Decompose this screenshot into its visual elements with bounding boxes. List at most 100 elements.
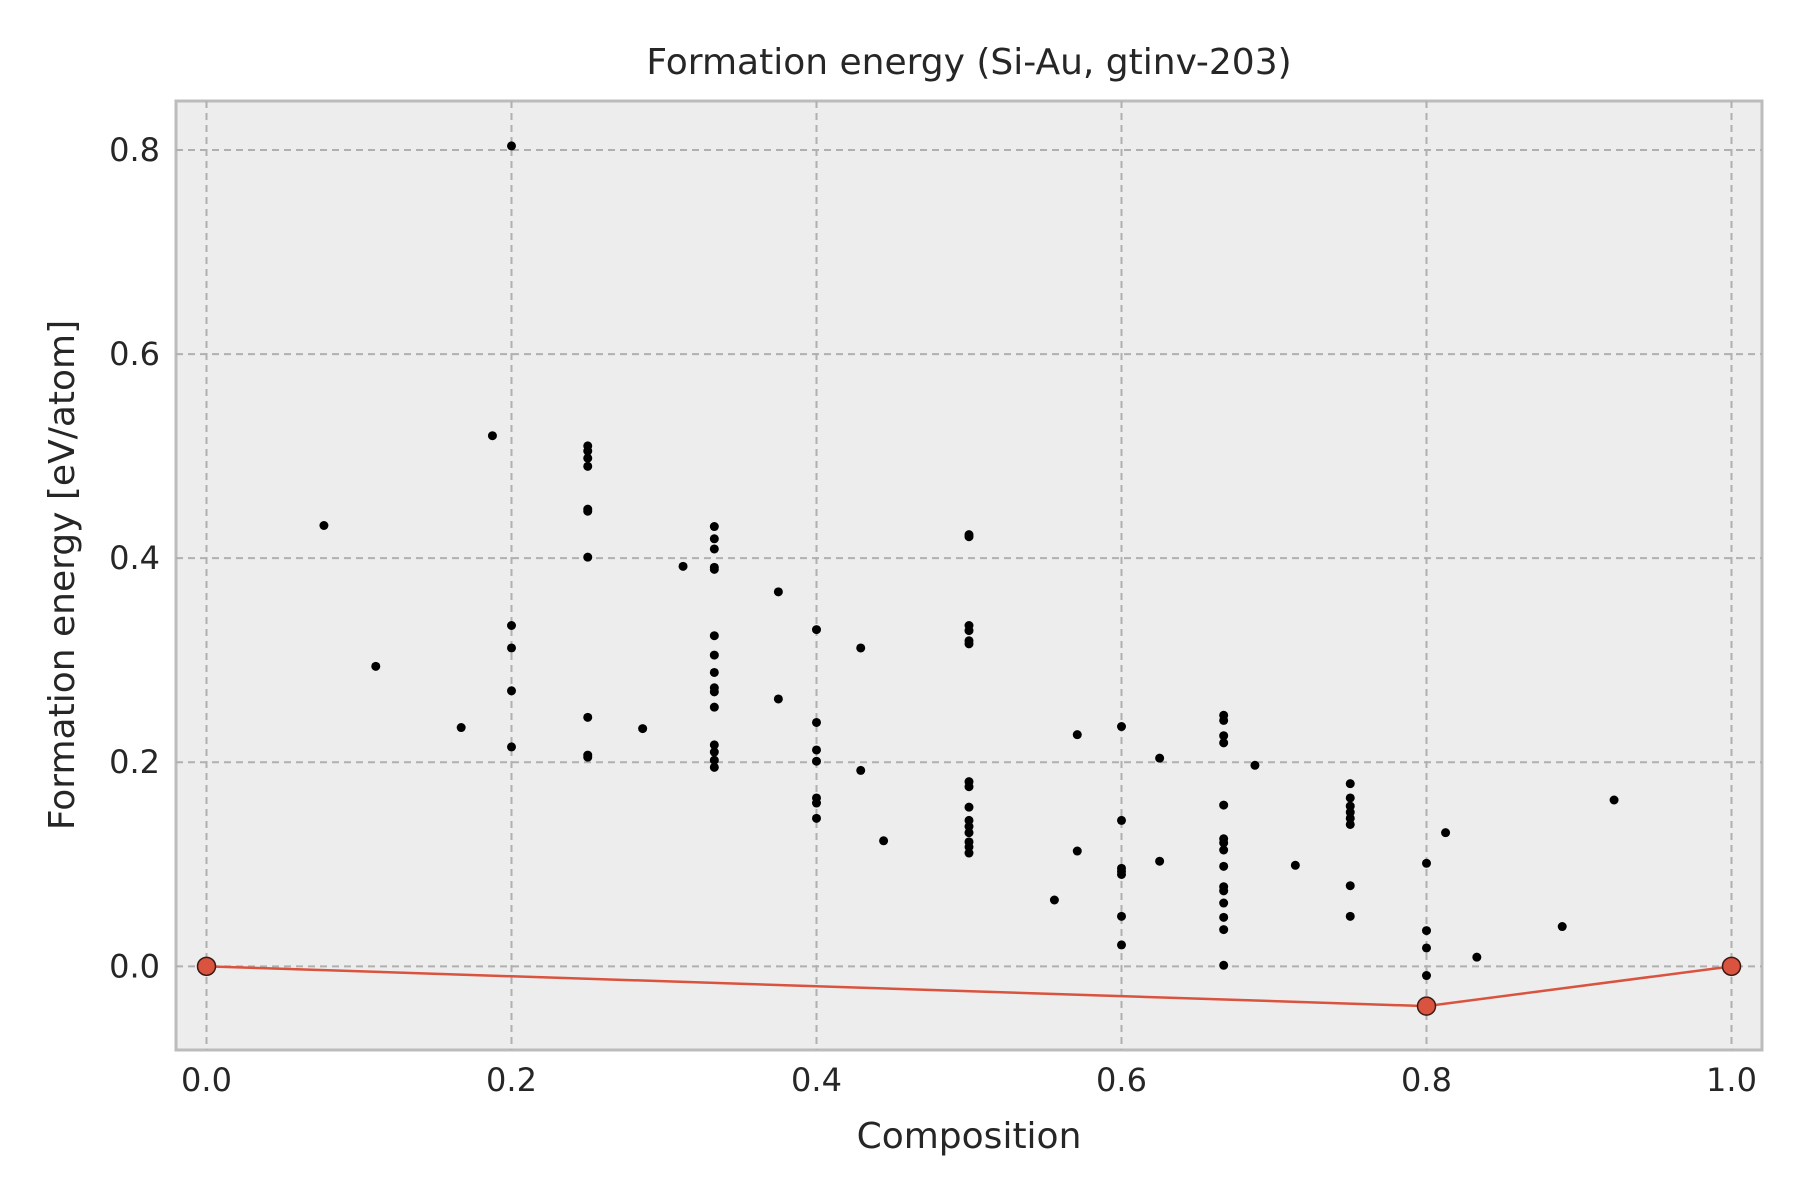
data-point [583,752,593,762]
data-point [638,724,648,734]
data-point [964,532,974,542]
x-axis-ticks: 0.0 0.2 0.4 0.6 0.8 1.0 [181,1061,1757,1099]
data-point [812,717,821,727]
data-point [773,694,783,704]
data-point [812,813,821,823]
hull-point [196,956,217,977]
data-point [1219,886,1229,896]
data-point [1441,828,1451,838]
hull-point [1416,996,1437,1016]
data-point [812,756,821,766]
data-point [964,639,974,649]
data-point [812,625,821,635]
data-point [1117,815,1126,825]
data-point [1345,819,1355,829]
data-point [1219,861,1229,871]
data-point [583,446,593,456]
data-point [1219,912,1229,922]
data-point [1117,722,1126,732]
data-point [1117,869,1126,879]
data-point [709,755,719,765]
data-point [1155,753,1165,763]
data-point [507,621,516,631]
y-tick-label: 0.4 [109,539,160,577]
data-point [773,587,783,597]
data-point [1219,845,1229,855]
data-point [1117,940,1126,950]
data-point [964,848,974,858]
data-point [1345,881,1355,891]
y-axis-label: Formation energy [eV/atom] [42,320,83,830]
x-tick-label: 0.6 [1096,1061,1147,1099]
data-point [879,836,889,846]
data-point [507,643,516,653]
data-point [709,702,719,712]
data-point [507,686,516,696]
data-point [812,798,821,808]
data-point [709,534,719,544]
data-point [1422,943,1431,953]
data-point [964,626,974,636]
data-point [678,561,688,571]
data-point [583,552,593,562]
data-point [709,740,719,750]
data-point [1290,860,1300,870]
grid-lines [176,101,1762,1050]
hull-vertices [196,956,1742,1016]
data-point [456,723,466,733]
data-point [709,544,719,554]
data-point [856,765,866,775]
data-point [812,745,821,755]
data-point [856,643,866,653]
data-point [1345,911,1355,921]
x-tick-label: 0.2 [486,1061,537,1099]
data-point [964,828,974,838]
data-point [709,650,719,660]
data-point [1609,795,1619,805]
data-point [1219,800,1229,810]
data-point [1219,960,1229,970]
data-point [1422,926,1431,936]
data-point [1219,715,1229,725]
data-point [1219,838,1229,848]
data-point [709,564,719,574]
data-point [1219,738,1229,748]
data-point [709,747,719,757]
data-point [507,141,516,151]
data-point [964,782,974,792]
data-point [709,667,719,677]
x-tick-label: 0.8 [1401,1061,1452,1099]
x-tick-label: 0.4 [791,1061,842,1099]
data-point [583,461,593,471]
data-point [583,506,593,516]
plot-area [174,99,1764,1052]
y-tick-label: 0.0 [109,947,160,985]
hull-point [1721,956,1742,977]
data-point [709,762,719,772]
x-tick-label: 1.0 [1706,1061,1757,1099]
data-point [371,661,381,671]
data-point [507,742,516,752]
data-point [1049,895,1059,905]
data-point [964,802,974,812]
data-point [709,522,719,532]
data-point [1117,911,1126,921]
data-point [583,712,593,722]
data-point [709,631,719,641]
y-tick-label: 0.6 [109,335,160,373]
y-tick-label: 0.2 [109,743,160,781]
data-point [1155,856,1165,866]
data-point [1345,793,1355,803]
chart-title: Formation energy (Si-Au, gtinv-203) [646,42,1291,83]
data-point [1072,846,1082,856]
y-tick-label: 0.8 [109,131,160,169]
data-point [1219,925,1229,935]
data-point [1219,731,1229,741]
data-point [319,520,329,530]
data-point [1557,922,1567,932]
data-point [1422,971,1431,981]
data-point [1219,898,1229,908]
y-axis-ticks: 0.0 0.2 0.4 0.6 0.8 [109,131,160,985]
x-axis-label: Composition [857,1116,1082,1157]
